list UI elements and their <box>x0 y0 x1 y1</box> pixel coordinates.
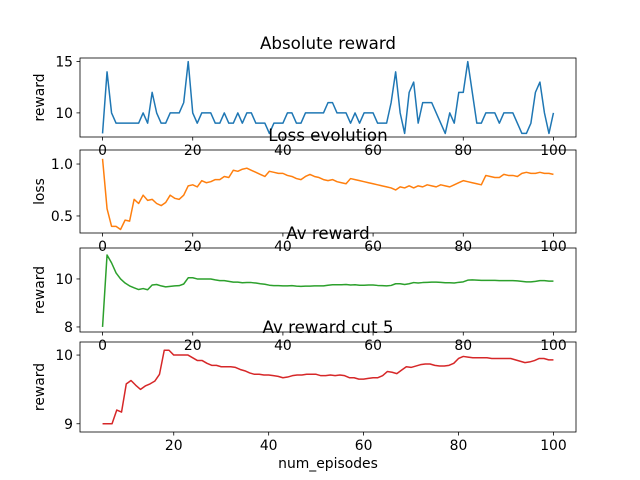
y-axis-label: reward <box>32 266 48 314</box>
x-tick-label: 0 <box>98 143 107 159</box>
y-tick-label: 9 <box>64 417 73 433</box>
axes-frame <box>79 57 577 138</box>
x-tick-label: 100 <box>540 338 567 354</box>
x-tick-label: 40 <box>274 239 292 255</box>
y-tick-label: 10 <box>55 106 73 122</box>
line <box>101 254 554 328</box>
y-tick-label: 15 <box>55 55 73 71</box>
line <box>101 158 554 231</box>
y-axis-label: reward <box>32 73 48 121</box>
x-tick-label: 60 <box>355 438 373 454</box>
x-tick-label: 60 <box>364 338 382 354</box>
x-tick-label: 20 <box>184 143 202 159</box>
axes-frame <box>79 247 577 333</box>
x-tick-label: 60 <box>364 143 382 159</box>
x-tick-label: 80 <box>454 338 472 354</box>
y-tick-label: 1.0 <box>51 157 73 173</box>
axes-title: Absolute reward <box>260 33 396 53</box>
y-tick-label: 0.5 <box>51 209 73 225</box>
x-tick-label: 100 <box>540 239 567 255</box>
y-tick-label: 10 <box>55 272 73 288</box>
x-tick-label: 0 <box>98 338 107 354</box>
axes-title: Loss evolution <box>268 125 387 145</box>
y-tick-label: 10 <box>55 348 73 364</box>
y-axis-label: loss <box>32 178 48 205</box>
x-tick-label: 40 <box>274 143 292 159</box>
axes-title: Av reward cut 5 <box>263 317 394 337</box>
x-tick-label: 60 <box>364 239 382 255</box>
axes-frame <box>79 341 577 433</box>
y-axis-label: reward <box>32 363 48 411</box>
line <box>101 60 555 135</box>
x-axis-label: num_episodes <box>278 456 378 472</box>
axes-frame <box>79 149 577 234</box>
x-tick-label: 80 <box>454 143 472 159</box>
axes-title: Av reward <box>286 223 369 243</box>
x-tick-label: 40 <box>274 338 292 354</box>
x-tick-label: 80 <box>450 438 468 454</box>
x-tick-label: 100 <box>540 438 567 454</box>
x-tick-label: 80 <box>454 239 472 255</box>
x-tick-label: 40 <box>260 438 278 454</box>
x-tick-label: 20 <box>184 338 202 354</box>
x-tick-label: 20 <box>165 438 183 454</box>
line <box>102 349 554 425</box>
x-tick-label: 0 <box>98 239 107 255</box>
x-tick-label: 100 <box>540 143 567 159</box>
x-tick-label: 20 <box>184 239 202 255</box>
y-tick-label: 8 <box>64 320 73 336</box>
